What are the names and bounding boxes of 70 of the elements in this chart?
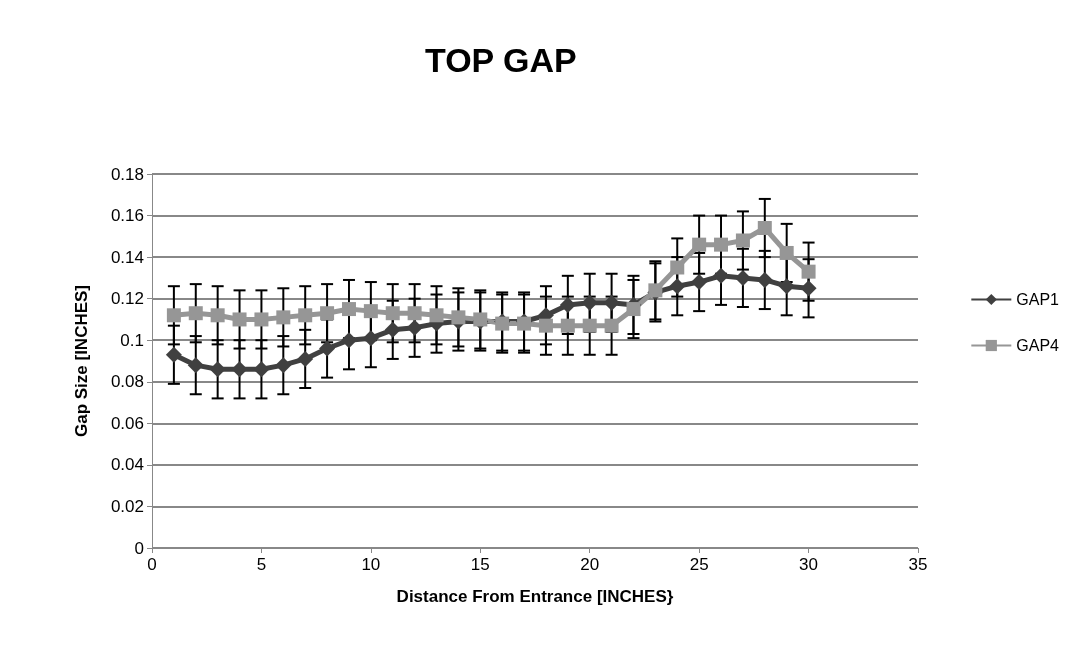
y-tick-label: 0.12 [110, 289, 144, 309]
x-tick-label: 15 [470, 555, 490, 574]
point [253, 361, 270, 378]
x-tick-label: 20 [580, 555, 600, 574]
x-tick-label: 35 [908, 555, 928, 574]
point [187, 357, 204, 374]
point [254, 312, 269, 327]
y-tick-label: 0.02 [110, 496, 144, 516]
point [298, 308, 313, 323]
legend-label: GAP4 [1016, 337, 1060, 354]
point [340, 332, 357, 349]
point [691, 274, 708, 291]
point [384, 321, 401, 338]
point [582, 318, 597, 333]
point [800, 280, 817, 297]
point [166, 308, 181, 323]
point [188, 306, 203, 321]
x-axis-title: Distance From Entrance [INCHES} [396, 587, 674, 606]
point [669, 278, 686, 295]
point [210, 308, 225, 323]
point [581, 294, 598, 311]
point [165, 346, 182, 363]
point [276, 310, 291, 325]
y-tick-label: 0.1 [120, 330, 144, 350]
y-tick-label: 0.04 [110, 455, 144, 475]
point [692, 237, 707, 252]
chart-title: TOP GAP [425, 41, 577, 79]
point [209, 361, 226, 378]
x-tick-label: 0 [147, 555, 157, 574]
point [734, 269, 751, 286]
x-tick-label: 30 [799, 555, 819, 574]
point [757, 221, 772, 236]
point [407, 306, 422, 321]
point [362, 330, 379, 347]
point [232, 312, 247, 327]
point [714, 237, 729, 252]
x-tick-label: 5 [256, 555, 267, 574]
point [779, 245, 794, 260]
point [626, 302, 641, 317]
point [560, 318, 575, 333]
point [341, 302, 356, 317]
point [385, 306, 400, 321]
point [801, 264, 816, 279]
y-tick-label: 0.16 [110, 206, 144, 226]
point [713, 267, 730, 284]
legend-label: GAP1 [1016, 291, 1060, 308]
point [319, 340, 336, 357]
y-tick-label: 0.06 [110, 413, 144, 433]
y-tick-label: 0.14 [110, 247, 144, 267]
x-tick-label: 10 [361, 555, 381, 574]
x-tick-label: 25 [689, 555, 709, 574]
point [406, 319, 423, 336]
y-tick-label: 0.18 [110, 164, 144, 184]
point [538, 318, 553, 333]
point [429, 308, 444, 323]
point [603, 294, 620, 311]
y-axis-title: Gap Size [INCHES] [72, 284, 91, 438]
point [735, 233, 750, 248]
point [670, 260, 685, 275]
point [604, 318, 619, 333]
y-tick-label: 0 [134, 538, 144, 558]
point [320, 306, 335, 321]
point [363, 304, 378, 319]
point [275, 357, 292, 374]
point [231, 361, 248, 378]
point [559, 296, 576, 313]
point [297, 350, 314, 367]
y-tick-label: 0.08 [110, 372, 144, 392]
point [451, 310, 466, 325]
point [778, 278, 795, 295]
